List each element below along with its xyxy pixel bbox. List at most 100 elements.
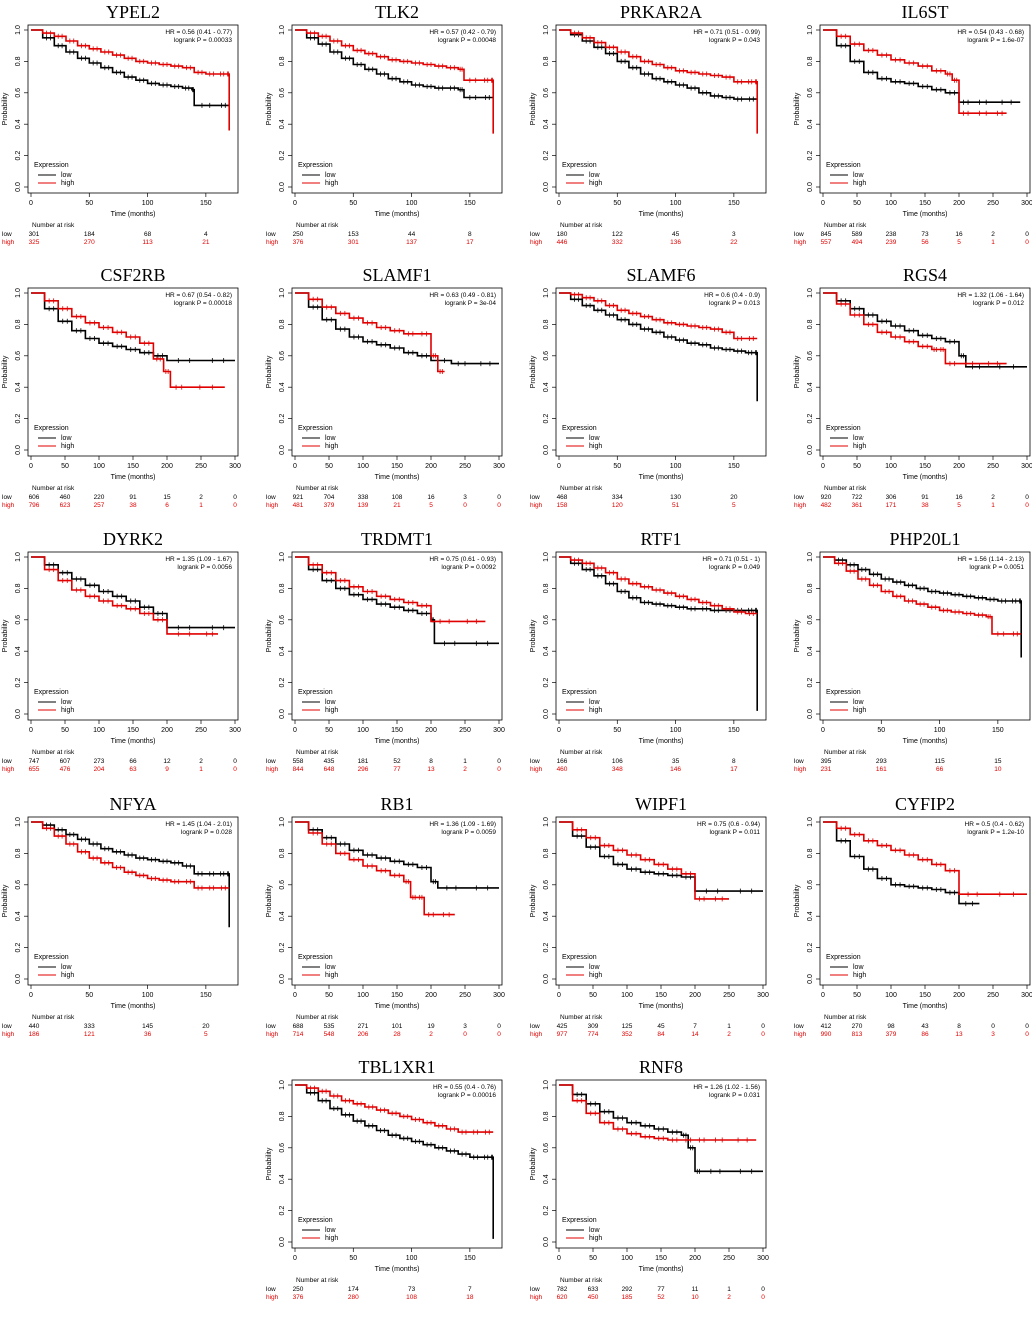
x-tick-label: 200	[953, 200, 965, 207]
risk-value-high: 352	[622, 1031, 633, 1038]
risk-value-low: 845	[821, 231, 832, 238]
x-tick-label: 0	[293, 1255, 297, 1262]
survival-curve-low	[559, 556, 758, 711]
risk-value-high: 481	[293, 502, 304, 509]
x-tick-label: 50	[61, 727, 69, 734]
y-tick-label: 0.2	[807, 678, 814, 688]
x-tick-label: 150	[728, 200, 740, 207]
panel-title: RB1	[380, 794, 413, 814]
risk-title: Number at risk	[32, 749, 75, 756]
y-tick-label: 0.4	[807, 911, 814, 921]
logrank-text: logrank P = 3e-04	[445, 300, 497, 307]
panel-title: RTF1	[641, 529, 682, 549]
risk-label-high: high	[530, 1031, 543, 1038]
risk-title: Number at risk	[296, 749, 339, 756]
y-tick-label: 1.0	[543, 288, 550, 298]
panel-title: TBL1XR1	[358, 1057, 435, 1077]
risk-value-high: 446	[557, 239, 568, 246]
risk-value-low: 44	[408, 231, 416, 238]
y-tick-label: 0.4	[15, 382, 22, 392]
y-tick-label: 0.8	[543, 1111, 550, 1121]
x-tick-label: 150	[655, 992, 667, 999]
x-tick-label: 300	[1021, 200, 1032, 207]
censor-marks-high	[574, 30, 757, 85]
panel-title: YPEL2	[106, 2, 160, 22]
x-tick-label: 0	[29, 463, 33, 470]
survival-curve-high	[295, 821, 455, 916]
risk-value-low: 43	[921, 1023, 929, 1030]
risk-value-low: 395	[821, 758, 832, 765]
y-tick-label: 0.6	[279, 880, 286, 890]
risk-value-low: 20	[730, 494, 738, 501]
y-tick-label: 1.0	[807, 25, 814, 35]
risk-value-high: 482	[821, 502, 832, 509]
legend-title: Expression	[298, 1217, 333, 1224]
risk-label-high: high	[2, 1031, 15, 1038]
y-axis-label: Probability	[266, 355, 273, 388]
risk-value-low: 1	[727, 1286, 731, 1293]
hr-text: HR = 1.45 (1.04 - 2.01)	[165, 821, 232, 828]
survival-curve-high	[31, 821, 230, 889]
risk-value-high: 158	[557, 502, 568, 509]
y-axis-label: Probability	[530, 884, 537, 917]
x-axis-label: Time (months)	[639, 1266, 684, 1273]
risk-label-low: low	[530, 494, 540, 501]
risk-value-low: 1	[463, 758, 467, 765]
risk-value-low: 122	[612, 231, 623, 238]
risk-value-high: 137	[406, 239, 417, 246]
y-axis-label: Probability	[530, 92, 537, 125]
risk-value-low: 333	[84, 1023, 95, 1030]
risk-value-low: 166	[557, 758, 568, 765]
x-axis-label: Time (months)	[111, 474, 156, 481]
risk-label-low: low	[794, 758, 804, 765]
risk-value-low: 73	[408, 1286, 416, 1293]
x-axis-label: Time (months)	[111, 211, 156, 218]
risk-value-low: 0	[1025, 494, 1029, 501]
censor-marks-high	[840, 825, 1014, 897]
x-tick-label: 0	[557, 1255, 561, 1262]
x-tick-label: 150	[391, 992, 403, 999]
x-tick-label: 150	[127, 727, 139, 734]
legend-label-low: low	[853, 964, 864, 971]
hr-text: HR = 0.75 (0.6 - 0.94)	[697, 821, 760, 828]
censor-marks-high	[312, 562, 477, 624]
risk-label-high: high	[530, 502, 543, 509]
risk-value-high: 379	[324, 502, 335, 509]
x-tick-label: 0	[821, 200, 825, 207]
legend-title: Expression	[826, 425, 861, 432]
risk-value-high: 557	[821, 239, 832, 246]
x-tick-label: 250	[723, 992, 735, 999]
y-tick-label: 1.0	[807, 552, 814, 562]
censor-marks-low	[48, 562, 225, 631]
risk-label-low: low	[2, 231, 12, 238]
y-tick-label: 0.4	[15, 911, 22, 921]
x-tick-label: 300	[229, 727, 241, 734]
plot-frame	[27, 816, 239, 986]
x-tick-label: 300	[757, 992, 769, 999]
risk-value-high: 108	[406, 1294, 417, 1301]
risk-value-high: 2	[727, 1294, 731, 1301]
risk-value-low: 91	[921, 494, 929, 501]
x-tick-label: 0	[293, 463, 297, 470]
y-tick-label: 0.8	[543, 319, 550, 329]
survival-curve-high	[295, 29, 494, 134]
risk-label-low: low	[2, 758, 12, 765]
risk-value-low: 16	[427, 494, 435, 501]
hr-text: HR = 0.71 (0.51 - 0.99)	[693, 29, 760, 36]
risk-value-low: 293	[876, 758, 887, 765]
survival-curve-high	[295, 1084, 494, 1133]
y-tick-label: 0.0	[807, 445, 814, 455]
x-tick-label: 150	[919, 200, 931, 207]
risk-value-high: 171	[886, 502, 897, 509]
risk-value-high: 136	[670, 239, 681, 246]
legend-label-high: high	[589, 1235, 602, 1242]
legend-title: Expression	[34, 162, 69, 169]
hr-text: HR = 0.67 (0.54 - 0.82)	[165, 292, 232, 299]
risk-value-low: 7	[693, 1023, 697, 1030]
risk-value-high: 86	[921, 1031, 929, 1038]
logrank-text: logrank P = 0.049	[709, 564, 760, 571]
risk-value-high: 121	[84, 1031, 95, 1038]
risk-label-high: high	[266, 1031, 279, 1038]
logrank-text: logrank P = 0.012	[973, 300, 1024, 307]
risk-value-high: 0	[1025, 1031, 1029, 1038]
